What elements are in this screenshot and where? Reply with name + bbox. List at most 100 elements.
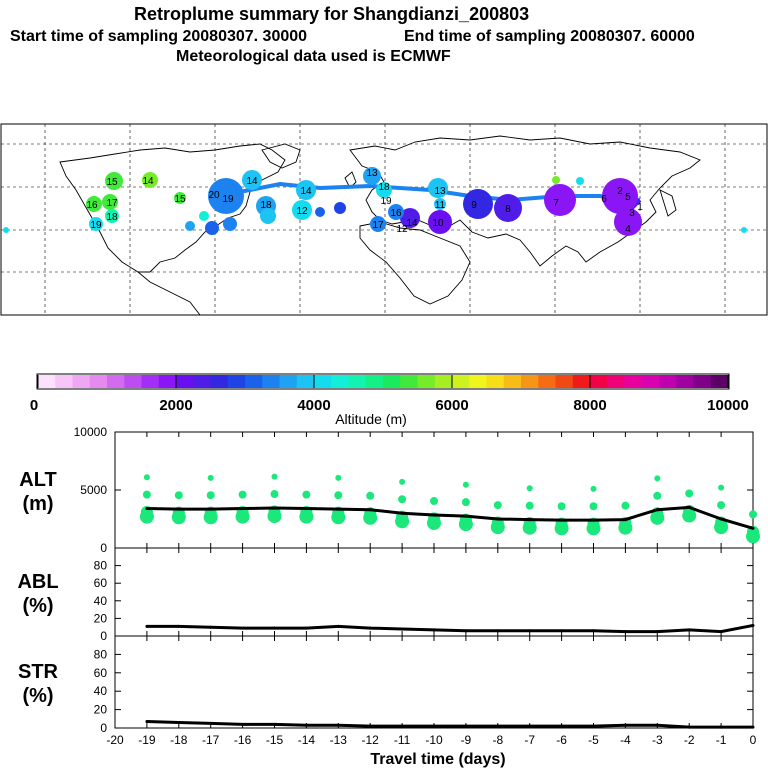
- plume-time-label: 14: [246, 176, 258, 187]
- colorbar-cell: [124, 375, 142, 388]
- data-point: [719, 517, 723, 521]
- data-point: [400, 724, 404, 728]
- y-tick-label: 0: [100, 721, 107, 735]
- plume-marker: [102, 194, 118, 210]
- y-tick-label: 0: [100, 541, 107, 555]
- alt-scatter-dot: [334, 491, 343, 500]
- alt-scatter-dot: [302, 490, 311, 499]
- y-tick-label: 60: [94, 666, 108, 680]
- plume-time-label: 16: [86, 200, 98, 211]
- plume-marker: [86, 196, 102, 212]
- colorbar-cell: [538, 375, 556, 388]
- data-point: [464, 629, 468, 633]
- y-tick-label: 20: [94, 611, 108, 625]
- alt-scatter-dot: [271, 473, 278, 480]
- colorbar-cell: [693, 375, 712, 388]
- x-tick-label: -17: [202, 733, 220, 747]
- data-point: [368, 626, 372, 630]
- colorbar-frame: [36, 373, 730, 390]
- plume-time-label: 2: [617, 186, 623, 197]
- data-point: [719, 725, 723, 729]
- colorbar-cell: [383, 375, 401, 388]
- colorbar-cell: [365, 375, 384, 388]
- alt-scatter-dot: [685, 489, 694, 498]
- colorbar-cell: [572, 375, 591, 388]
- plume-time-label: 17: [106, 198, 118, 209]
- alt-scatter-dot: [718, 484, 725, 491]
- alt-scatter-dot: [270, 490, 279, 499]
- data-point: [560, 724, 564, 728]
- coastlines: [59, 135, 701, 316]
- plume-time-label: 1: [637, 202, 643, 213]
- plume-time-label: 14: [142, 176, 154, 187]
- colorbar-cell: [107, 375, 125, 388]
- y-tick-label: 60: [94, 576, 108, 590]
- panel-ylabel: STR: [18, 661, 59, 683]
- plume-marker: [602, 178, 638, 214]
- colorbar-cell: [400, 375, 418, 388]
- alt-scatter-dot: [143, 474, 150, 481]
- data-point: [368, 724, 372, 728]
- plume-time-label: 19: [90, 220, 102, 231]
- plume-time-label: 14: [300, 186, 312, 197]
- colorbar-cell: [555, 375, 574, 388]
- alt-scatter-dot: [749, 510, 757, 519]
- colorbar-cell: [210, 375, 229, 388]
- data-point: [687, 505, 691, 509]
- colorbar-label: Altitude (m): [335, 411, 407, 427]
- alt-scatter-dot: [717, 501, 726, 510]
- panel-ylabel-unit: (m): [22, 493, 53, 515]
- x-tick-label: -4: [620, 733, 631, 747]
- x-tick-label: -7: [524, 733, 535, 747]
- data-point: [560, 518, 564, 522]
- plume-time-label: 18: [106, 212, 118, 223]
- x-tick-label: -11: [394, 733, 411, 747]
- alt-scatter-dot: [174, 491, 183, 500]
- x-tick-label: -14: [298, 733, 316, 747]
- x-tick-label: -18: [170, 733, 188, 747]
- plume-time-label: 12: [296, 206, 308, 217]
- plume-time-label: 13: [366, 168, 378, 179]
- x-tick-label: -1: [716, 733, 727, 747]
- plume-marker: [3, 227, 9, 233]
- colorbar-cell: [503, 375, 522, 388]
- data-point: [400, 511, 404, 515]
- data-point: [336, 624, 340, 628]
- data-point: [400, 627, 404, 631]
- colorbar-cell: [434, 375, 453, 388]
- plume-marker: [334, 202, 346, 214]
- colorbar-cell: [469, 375, 487, 388]
- plume-marker: [105, 172, 123, 190]
- colorbar-cell: [676, 375, 694, 388]
- plume-marker: [292, 200, 312, 220]
- data-point: [145, 720, 149, 724]
- data-point: [592, 629, 595, 633]
- x-tick-label: -15: [266, 733, 284, 747]
- x-tick-label: 0: [750, 733, 757, 747]
- plume-marker: [376, 182, 392, 198]
- plume-marker: [296, 180, 316, 200]
- x-tick-label: -16: [234, 733, 252, 747]
- plume-marker: [105, 209, 119, 223]
- plume-marker: [260, 208, 276, 224]
- plume-time-label: 16: [390, 208, 402, 219]
- data-point: [655, 508, 659, 512]
- plume-marker: [552, 176, 560, 184]
- colorbar-cell: [659, 375, 677, 388]
- data-point: [528, 724, 532, 728]
- plume-time-label: 19: [222, 194, 234, 205]
- met-data: Meteorological data used is ECMWF: [176, 48, 451, 65]
- data-point: [560, 629, 564, 633]
- colorbar-cell: [158, 375, 177, 388]
- data-point: [273, 722, 276, 726]
- y-tick-label: 80: [94, 559, 108, 573]
- plume-time-label: 3: [629, 208, 635, 219]
- plume-marker: [174, 192, 186, 204]
- plume-marker: [315, 207, 325, 217]
- alt-scatter-dot: [590, 485, 597, 492]
- plume-time-label: 15: [174, 194, 186, 205]
- plume-marker: [205, 221, 219, 235]
- x-tick-label: -3: [652, 733, 663, 747]
